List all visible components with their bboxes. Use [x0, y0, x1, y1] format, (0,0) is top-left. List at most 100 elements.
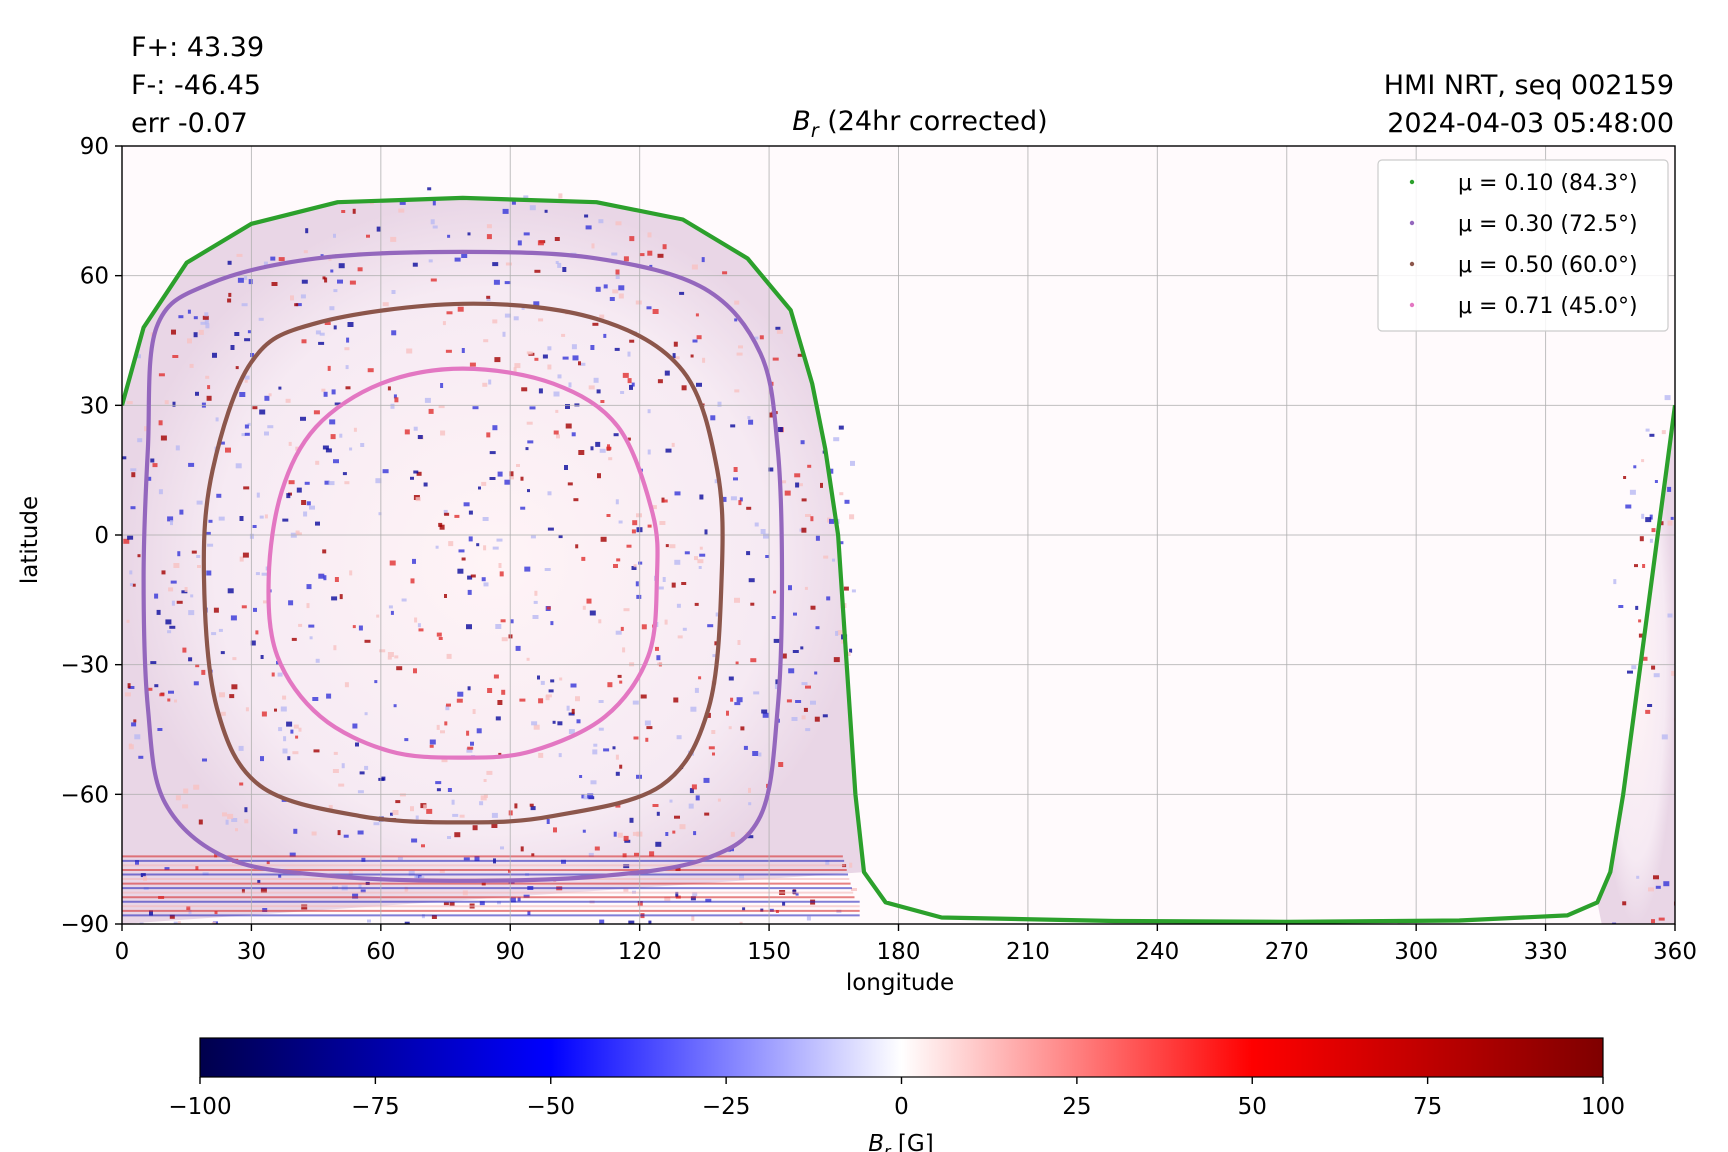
- magnetogram-pixel: [633, 736, 639, 740]
- magnetogram-pixel: [418, 628, 424, 632]
- magnetogram-pixel: [734, 300, 740, 305]
- magnetogram-pixel: [352, 893, 359, 899]
- y-axis-ticks: 90 60 30 0 −30 −60 −90: [60, 134, 122, 938]
- magnetogram-pixel: [244, 432, 250, 436]
- colorbar-label-subscript: r: [884, 1142, 892, 1152]
- magnetogram-pixel: [134, 734, 141, 740]
- magnetogram-pixel: [592, 322, 599, 326]
- magnetogram-pixel: [815, 626, 820, 630]
- magnetogram-pixel: [748, 419, 754, 425]
- magnetogram-pixel: [282, 518, 289, 522]
- magnetogram-pixel: [195, 664, 200, 668]
- magnetogram-pixel: [499, 571, 504, 577]
- magnetogram-pixel: [691, 264, 698, 270]
- magnetogram-pixel: [303, 511, 308, 517]
- magnetogram-pixel: [132, 583, 136, 587]
- magnetogram-pixel: [631, 566, 637, 570]
- magnetogram-pixel: [445, 705, 450, 711]
- magnetogram-pixel: [448, 541, 454, 547]
- magnetogram-pixel: [612, 746, 616, 750]
- magnetogram-pixel: [717, 798, 721, 802]
- magnetogram-pixel: [615, 804, 621, 808]
- magnetogram-pixel: [394, 655, 399, 659]
- magnetogram-pixel: [673, 341, 678, 347]
- magnetogram-pixel: [360, 443, 365, 447]
- magnetogram-pixel: [651, 505, 657, 510]
- magnetogram-pixel: [277, 672, 283, 677]
- magnetogram-pixel: [349, 280, 356, 285]
- magnetogram-pixel: [515, 645, 521, 651]
- magnetogram-pixel: [123, 538, 130, 544]
- magnetogram-pixel: [580, 362, 586, 366]
- magnetogram-pixel: [289, 852, 296, 857]
- magnetogram-pixel: [792, 650, 799, 653]
- magnetogram-pixel: [182, 804, 189, 809]
- magnetogram-pixel: [367, 368, 374, 373]
- colorbar-tick-label: −75: [351, 1094, 400, 1120]
- magnetogram-pixel: [627, 437, 631, 441]
- magnetogram-pixel: [476, 728, 482, 734]
- magnetogram-pixel: [430, 278, 437, 282]
- magnetogram-pixel: [466, 747, 473, 753]
- magnetogram-pixel: [738, 345, 743, 349]
- magnetogram-pixel: [436, 724, 440, 730]
- magnetogram-pixel: [728, 726, 732, 730]
- magnetogram-pixel: [1634, 564, 1638, 568]
- magnetogram-pixel: [508, 869, 511, 873]
- magnetogram-pixel: [232, 657, 237, 661]
- magnetogram-pixel: [533, 301, 540, 307]
- magnetogram-pixel: [712, 654, 718, 658]
- magnetogram-pixel: [222, 812, 227, 817]
- magnetogram-pixel: [568, 382, 572, 388]
- magnetogram-pixel: [769, 412, 775, 418]
- magnetogram-pixel: [443, 902, 449, 906]
- magnetogram-pixel: [639, 253, 645, 257]
- magnetogram-pixel: [566, 705, 570, 711]
- magnetogram-pixel: [491, 824, 498, 828]
- magnetogram-pixel: [760, 529, 766, 534]
- magnetogram-pixel: [396, 666, 403, 671]
- magnetogram-pixel: [657, 253, 664, 258]
- magnetogram-pixel: [459, 814, 465, 818]
- magnetogram-pixel: [763, 533, 769, 539]
- magnetogram-pixel: [191, 550, 197, 554]
- magnetogram-pixel: [150, 661, 157, 665]
- legend-label: μ = 0.71 (45.0°): [1458, 294, 1638, 319]
- magnetogram-pixel: [773, 590, 777, 594]
- magnetogram-pixel: [165, 619, 172, 625]
- magnetogram-pixel: [555, 261, 559, 264]
- magnetogram-pixel: [777, 427, 783, 432]
- magnetogram-pixel: [468, 536, 473, 542]
- magnetogram-pixel: [393, 394, 397, 399]
- magnetogram-pixel: [171, 329, 176, 335]
- magnetogram-pixel: [620, 626, 624, 631]
- y-tick-label: 30: [80, 393, 109, 419]
- magnetogram-pixel: [694, 602, 699, 606]
- magnetogram-pixel: [565, 404, 570, 409]
- legend-marker: [1409, 179, 1415, 185]
- magnetogram-pixel: [260, 655, 264, 659]
- magnetogram-pixel: [629, 236, 635, 242]
- magnetogram-pixel: [474, 856, 480, 862]
- magnetogram-pixel: [734, 597, 740, 603]
- magnetogram-pixel: [329, 419, 336, 425]
- magnetogram-pixel: [1625, 504, 1632, 509]
- magnetogram-pixel: [558, 193, 563, 199]
- magnetogram-pixel: [454, 257, 461, 262]
- magnetogram-pixel: [399, 793, 406, 797]
- magnetogram-pixel: [229, 694, 235, 699]
- magnetogram-pixel: [665, 448, 672, 453]
- magnetogram-pixel: [461, 254, 468, 258]
- magnetogram-pixel: [545, 695, 550, 701]
- magnetogram-pixel: [447, 234, 451, 238]
- magnetogram-pixel: [674, 815, 680, 819]
- magnetogram-pixel: [851, 589, 856, 593]
- mu-contour-0-71: [266, 366, 660, 760]
- magnetogram-pixel: [355, 742, 359, 747]
- magnetogram-pixel: [775, 679, 779, 685]
- magnetogram-pixel: [571, 344, 577, 350]
- magnetogram-pixel: [754, 522, 759, 527]
- magnetogram-pixel: [175, 445, 180, 451]
- magnetogram-pixel: [529, 406, 536, 410]
- magnetogram-pixel: [804, 586, 808, 590]
